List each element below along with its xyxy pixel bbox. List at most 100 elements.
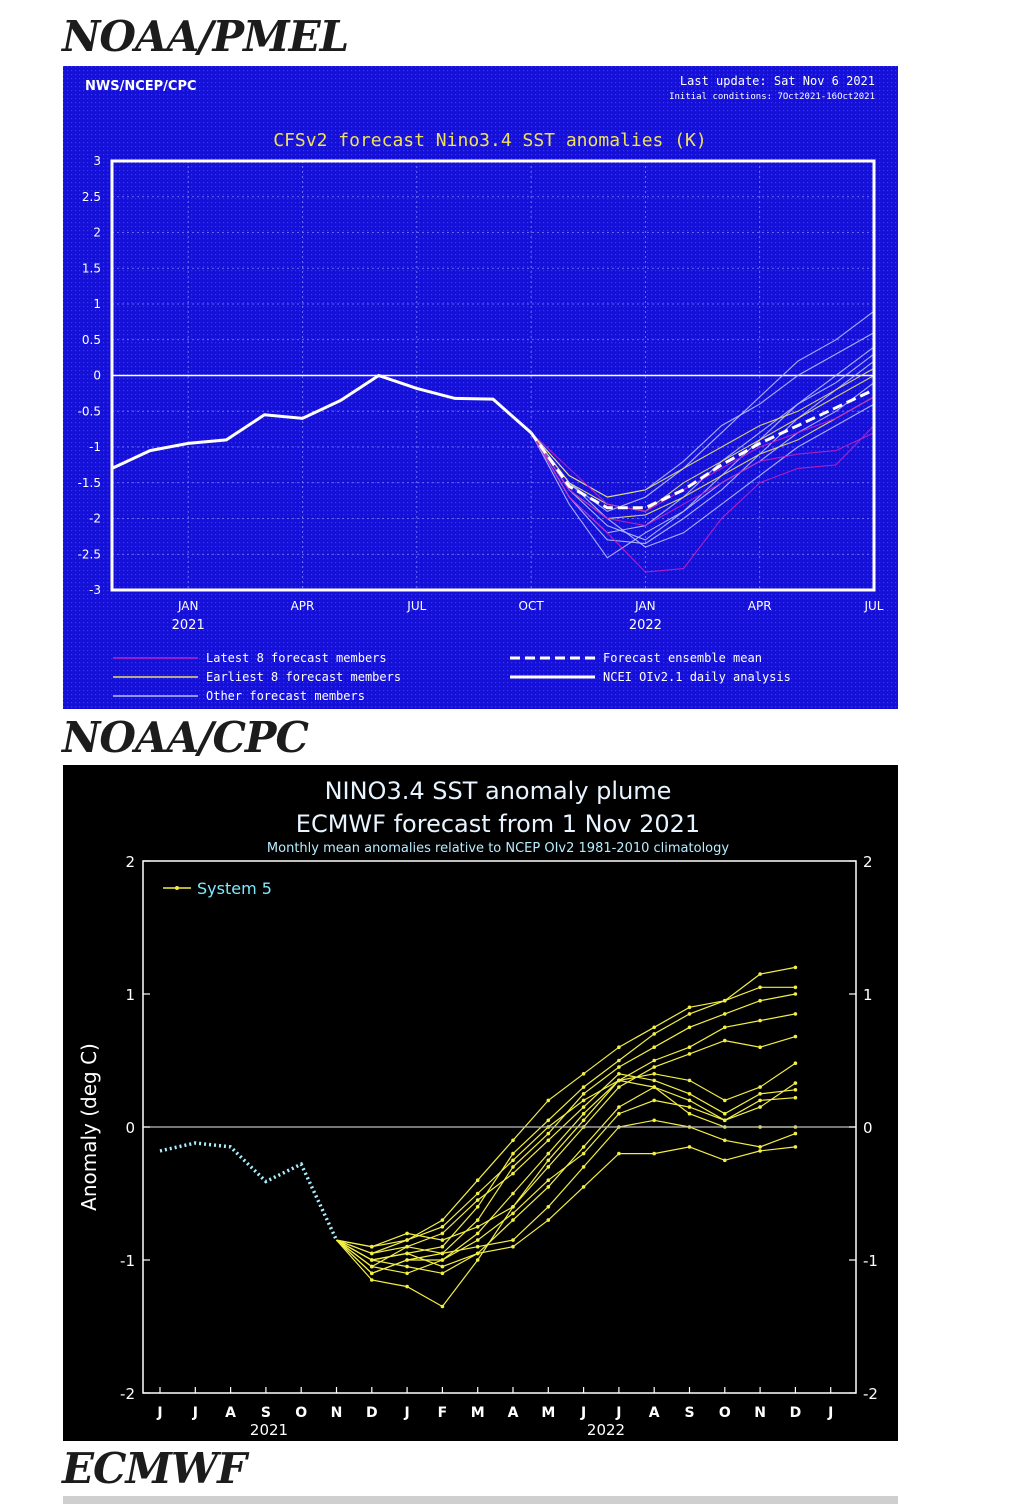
heading-noaa-pmel: NOAA/PMEL — [62, 12, 349, 61]
forecast-member-point — [475, 1231, 480, 1236]
forecast-member-point — [723, 998, 727, 1003]
forecast-member-point — [652, 1118, 656, 1123]
forecast-member-point — [793, 1145, 798, 1149]
y-axis-label: Anomaly (deg C) — [77, 1043, 101, 1211]
x-tick-label: N — [331, 1405, 343, 1421]
forecast-member-point — [617, 1105, 621, 1109]
forecast-member-latest-line — [530, 425, 875, 573]
forecast-member-point — [758, 1092, 762, 1096]
legend: Latest 8 forecast members Earliest 8 fore… — [113, 651, 791, 703]
x-tick-label: J — [580, 1405, 586, 1421]
forecast-member-point — [652, 1025, 656, 1030]
forecast-member-point — [475, 1258, 480, 1262]
forecast-member-point — [546, 1178, 551, 1182]
forecast-member-line — [336, 1036, 796, 1248]
forecast-member-point — [581, 1145, 586, 1149]
forecast-member-point — [687, 1052, 692, 1056]
forecast-member-point — [758, 1145, 762, 1149]
forecast-member-point — [546, 1138, 551, 1143]
forecast-member-point — [617, 1072, 621, 1076]
forecast-member-point — [758, 1149, 762, 1153]
forecast-member-point — [617, 1045, 621, 1049]
forecast-member-point — [370, 1244, 374, 1249]
forecast-member-point — [511, 1151, 515, 1156]
forecast-member-point — [687, 1078, 692, 1083]
forecast-member-point — [723, 1038, 727, 1043]
forecast-member-point — [793, 1131, 798, 1136]
forecast-member-point — [440, 1304, 445, 1309]
x-tick-label: D — [366, 1405, 378, 1421]
forecast-member-point — [440, 1258, 445, 1262]
forecast-member-point — [370, 1258, 374, 1262]
forecast-member-point — [758, 1045, 762, 1049]
forecast-member-point — [475, 1244, 480, 1249]
forecast-member-point — [546, 1131, 551, 1136]
ensemble-mean-line — [529, 388, 875, 510]
forecast-member-other-line — [530, 382, 875, 541]
y-tick-label-left: -2 — [120, 1385, 135, 1403]
ecmwf-plume-chart: NINO3.4 SST anomaly plume ECMWF forecast… — [63, 765, 898, 1441]
initial-conditions-label: Initial conditions: 7Oct2021-16Oct2021 — [669, 92, 875, 102]
forecast-member-point — [546, 1185, 551, 1189]
forecast-member-point — [652, 1098, 656, 1103]
forecast-member-point — [405, 1264, 409, 1269]
forecast-member-point — [687, 1005, 692, 1010]
forecast-member-point — [652, 1078, 656, 1083]
forecast-member-point — [405, 1244, 409, 1249]
forecast-member-point — [405, 1271, 409, 1276]
forecast-member-point — [758, 1098, 762, 1103]
forecast-member-point — [758, 1085, 762, 1089]
forecast-member-other-line — [530, 403, 875, 548]
x-tick-label: N — [754, 1405, 766, 1421]
forecast-member-point — [793, 965, 798, 970]
forecast-member-point — [546, 1218, 551, 1222]
forecast-member-point — [511, 1205, 515, 1209]
x-tick-label: J — [827, 1405, 833, 1421]
x-tick-label: S — [261, 1405, 271, 1421]
forecast-member-point — [511, 1171, 515, 1176]
forecast-member-point — [511, 1238, 515, 1242]
source-label: NWS/NCEP/CPC — [85, 79, 197, 94]
forecast-member-line — [336, 1119, 796, 1274]
y-tick-label: 2 — [93, 226, 101, 240]
forecast-member-point — [405, 1238, 409, 1242]
x-tick-label: APR — [291, 599, 315, 613]
forecast-member-point — [617, 1078, 621, 1083]
forecast-member-point — [511, 1211, 515, 1216]
forecast-member-point — [687, 1105, 692, 1109]
forecast-member-point — [440, 1218, 445, 1222]
forecast-member-point — [687, 1012, 692, 1016]
forecast-member-point — [581, 1105, 586, 1109]
forecast-member-point — [370, 1264, 374, 1269]
forecast-member-point — [581, 1085, 586, 1089]
forecast-member-point — [652, 1045, 656, 1049]
forecast-member-point — [546, 1098, 551, 1103]
x-tick-label: D — [790, 1405, 802, 1421]
x-tick-label: J — [156, 1405, 162, 1421]
forecast-member-point — [687, 1111, 692, 1116]
forecast-member-point — [475, 1198, 480, 1202]
forecast-member-point — [440, 1244, 445, 1249]
x-tick-label: JUL — [863, 599, 883, 613]
forecast-member-line — [336, 1082, 796, 1274]
forecast-member-line — [336, 1013, 796, 1274]
y-tick-label-right: -1 — [863, 1252, 878, 1270]
analysis-line — [111, 373, 533, 470]
x-tick-label: APR — [748, 599, 772, 613]
forecast-member-point — [652, 1032, 656, 1036]
forecast-member-point — [793, 992, 798, 996]
forecast-member-point — [652, 1151, 656, 1156]
forecast-member-point — [475, 1218, 480, 1222]
forecast-member-point — [617, 1058, 621, 1063]
legend-label: NCEI OIv2.1 daily analysis — [603, 670, 791, 684]
y-tick-label: -0.5 — [78, 404, 101, 418]
forecast-member-other-line — [530, 360, 875, 545]
forecast-member-point — [475, 1251, 480, 1256]
y-tick-label: -2 — [89, 512, 101, 526]
forecast-member-point — [723, 1012, 727, 1016]
forecast-member-point — [652, 1072, 656, 1076]
forecast-member-point — [581, 1165, 586, 1169]
x-tick-label: F — [438, 1405, 448, 1421]
forecast-member-point — [652, 1058, 656, 1063]
y-tick-label: 1.5 — [82, 261, 101, 275]
